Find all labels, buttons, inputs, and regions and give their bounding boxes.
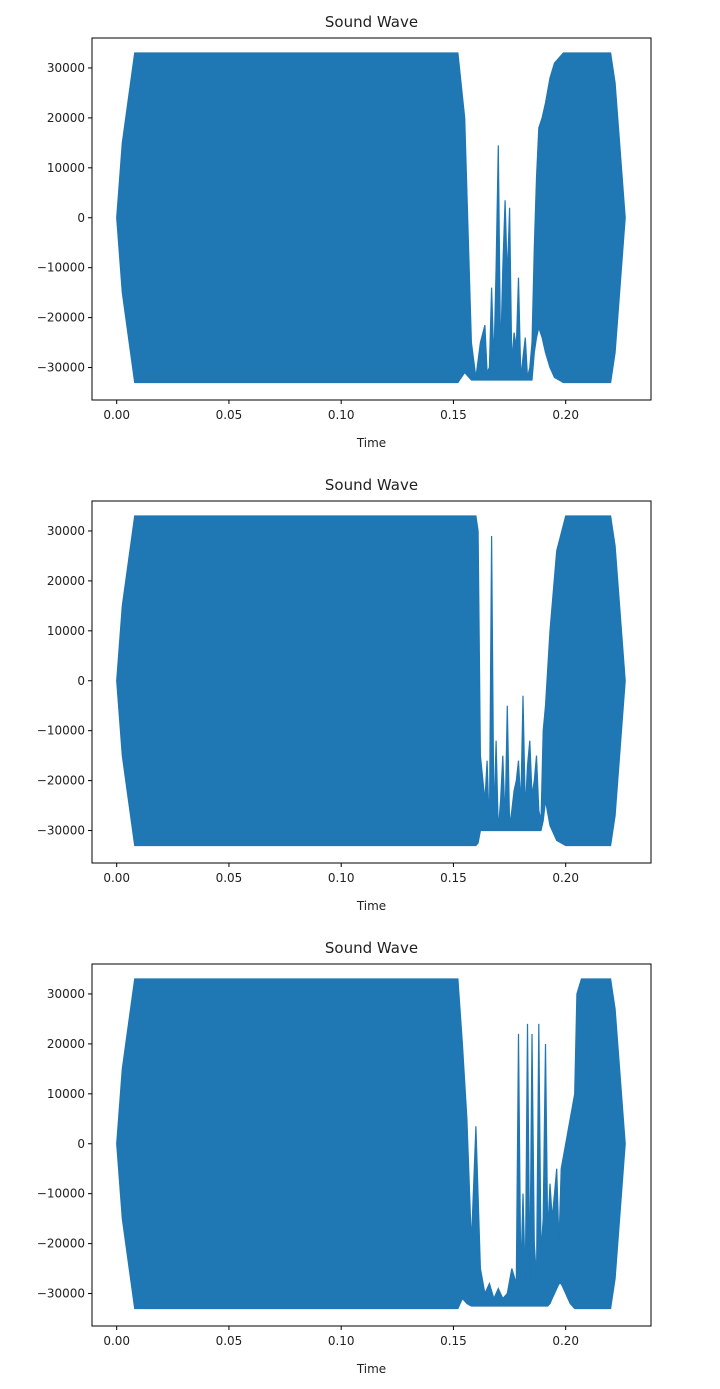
x-tick-label: 0.20	[552, 871, 579, 885]
x-tick-label: 0.00	[103, 1334, 130, 1348]
y-tick-label: 30000	[47, 987, 85, 1001]
waveform-series	[116, 978, 626, 1310]
x-axis-label: Time	[356, 436, 386, 450]
y-tick-label: 10000	[47, 161, 85, 175]
waveform-series	[116, 515, 626, 847]
chart-title: Sound Wave	[325, 939, 418, 957]
chart-svg: Sound Wave 30000 20000 10000 0 −10000 −20000 −3…	[37, 13, 652, 450]
y-tick-label: −30000	[37, 824, 85, 838]
y-tick-label: −20000	[37, 1237, 85, 1251]
x-axis-label: Time	[356, 1362, 386, 1376]
x-tick-label: 0.15	[440, 1334, 467, 1348]
y-tick-label: −10000	[37, 1187, 85, 1201]
x-tick-label: 0.20	[552, 1334, 579, 1348]
chart-title: Sound Wave	[325, 476, 418, 494]
x-tick-label: 0.20	[552, 408, 579, 422]
x-axis-label: Time	[356, 899, 386, 913]
x-tick-label: 0.10	[328, 871, 355, 885]
y-tick-label: 0	[77, 211, 85, 225]
plot-frame	[91, 963, 652, 1327]
y-tick-label: −30000	[37, 361, 85, 375]
x-tick-label: 0.00	[103, 871, 130, 885]
y-tick-label: −30000	[37, 1287, 85, 1301]
y-tick-label: 30000	[47, 524, 85, 538]
sound-wave-chart-1: Sound Wave 30000 20000 10000 0 −10000 −20000 −3…	[0, 0, 720, 463]
y-tick-label: 10000	[47, 1087, 85, 1101]
plot-frame	[91, 500, 652, 864]
plot-frame	[91, 37, 652, 401]
y-tick-label: 10000	[47, 624, 85, 638]
chart-svg: Sound Wave 30000 20000 10000 0 −10000 −20000 −3…	[37, 939, 652, 1376]
x-tick-label: 0.15	[440, 408, 467, 422]
x-tick-label: 0.10	[328, 408, 355, 422]
y-tick-label: 0	[77, 1137, 85, 1151]
y-tick-label: −20000	[37, 311, 85, 325]
x-tick-label: 0.10	[328, 1334, 355, 1348]
y-tick-label: 30000	[47, 61, 85, 75]
sound-wave-chart-3: Sound Wave 30000 20000 10000 0 −10000 −20000 −3…	[0, 926, 720, 1389]
y-tick-label: 20000	[47, 111, 85, 125]
chart-title: Sound Wave	[325, 13, 418, 31]
x-tick-label: 0.15	[440, 871, 467, 885]
y-tick-label: 0	[77, 674, 85, 688]
y-tick-label: −10000	[37, 261, 85, 275]
waveform-series	[116, 52, 626, 384]
x-tick-label: 0.00	[103, 408, 130, 422]
y-tick-label: 20000	[47, 574, 85, 588]
x-tick-label: 0.05	[216, 871, 243, 885]
y-tick-label: −10000	[37, 724, 85, 738]
y-tick-label: 20000	[47, 1037, 85, 1051]
x-tick-label: 0.05	[216, 408, 243, 422]
y-tick-label: −20000	[37, 774, 85, 788]
x-tick-label: 0.05	[216, 1334, 243, 1348]
sound-wave-chart-2: Sound Wave 30000 20000 10000 0 −10000 −20000 −3…	[0, 463, 720, 926]
chart-svg: Sound Wave 30000 20000 10000 0 −10000 −20000 −3…	[37, 476, 652, 913]
